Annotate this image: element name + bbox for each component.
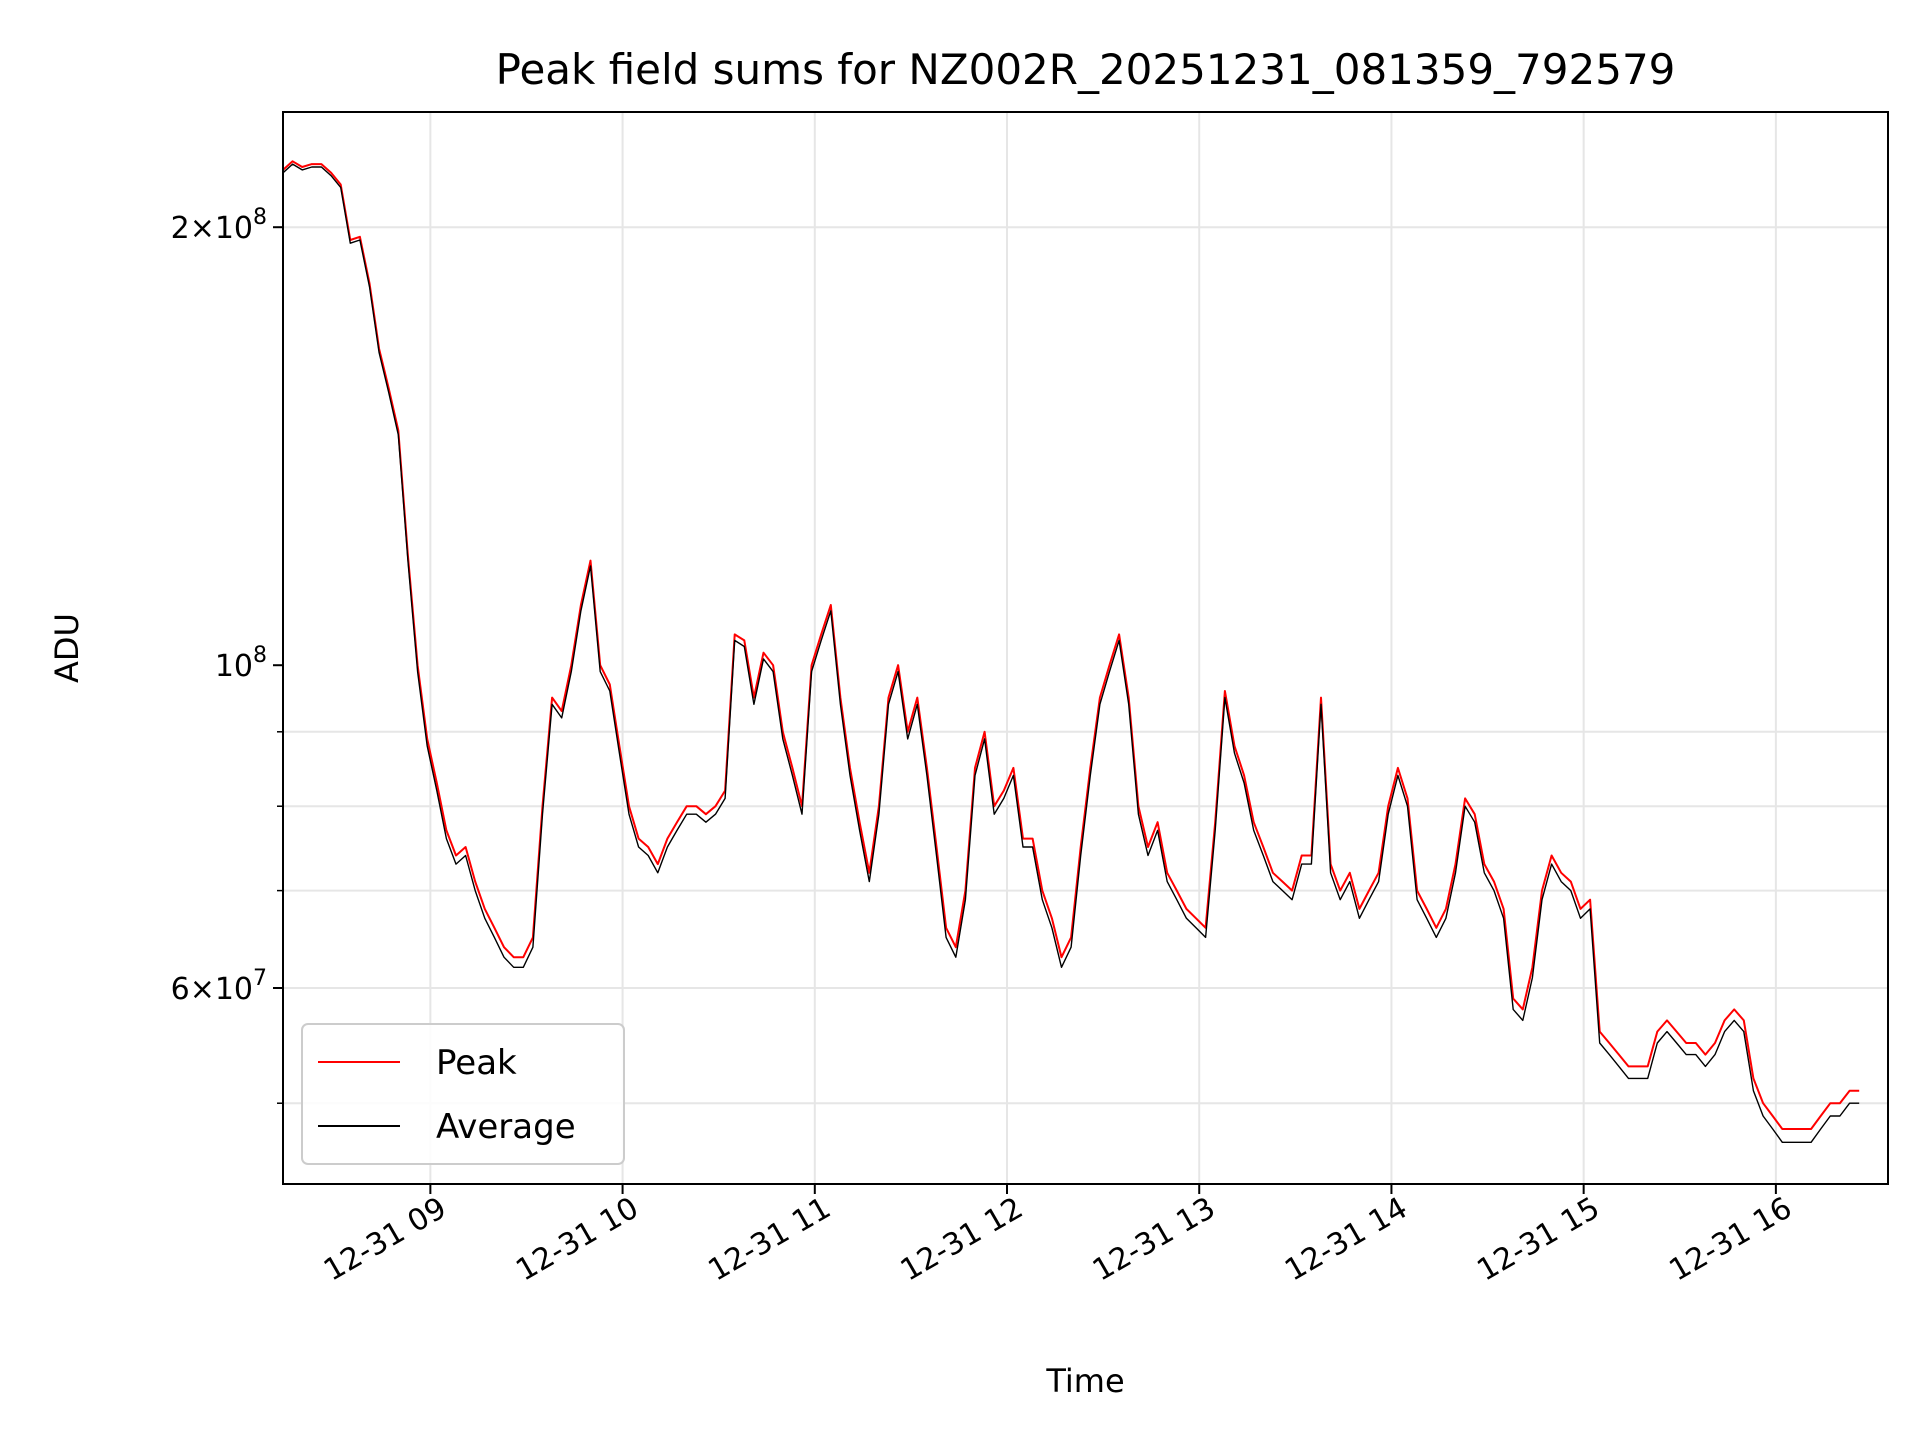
y-tick-label: 6×107 [171, 966, 267, 1007]
legend: Peak Average [301, 1023, 625, 1165]
y-tick-label: 108 [215, 643, 267, 684]
legend-box [301, 1023, 625, 1165]
legend-label-peak: Peak [436, 1043, 517, 1083]
y-axis-title: ADU [48, 613, 86, 683]
y-tick-base: 10 [215, 649, 253, 684]
y-tick-mantissa: 2 [171, 211, 190, 246]
y-tick-times: ×10 [190, 211, 253, 246]
y-tick-exponent: 7 [253, 966, 267, 991]
y-tick-mantissa: 6 [171, 972, 190, 1007]
legend-label-average: Average [436, 1107, 576, 1147]
series-line-average [282, 163, 1860, 1144]
plot-frame [282, 111, 1889, 1185]
chart-title: Peak field sums for NZ002R_20251231_0813… [496, 45, 1676, 94]
y-tick-label: 2×108 [171, 205, 267, 246]
x-axis-title: Time [1045, 1362, 1124, 1400]
y-tick-exponent: 8 [253, 643, 267, 668]
plot-lines [282, 160, 1860, 1144]
y-tick-times: ×10 [190, 972, 253, 1007]
y-tick-exponent: 8 [253, 205, 267, 230]
